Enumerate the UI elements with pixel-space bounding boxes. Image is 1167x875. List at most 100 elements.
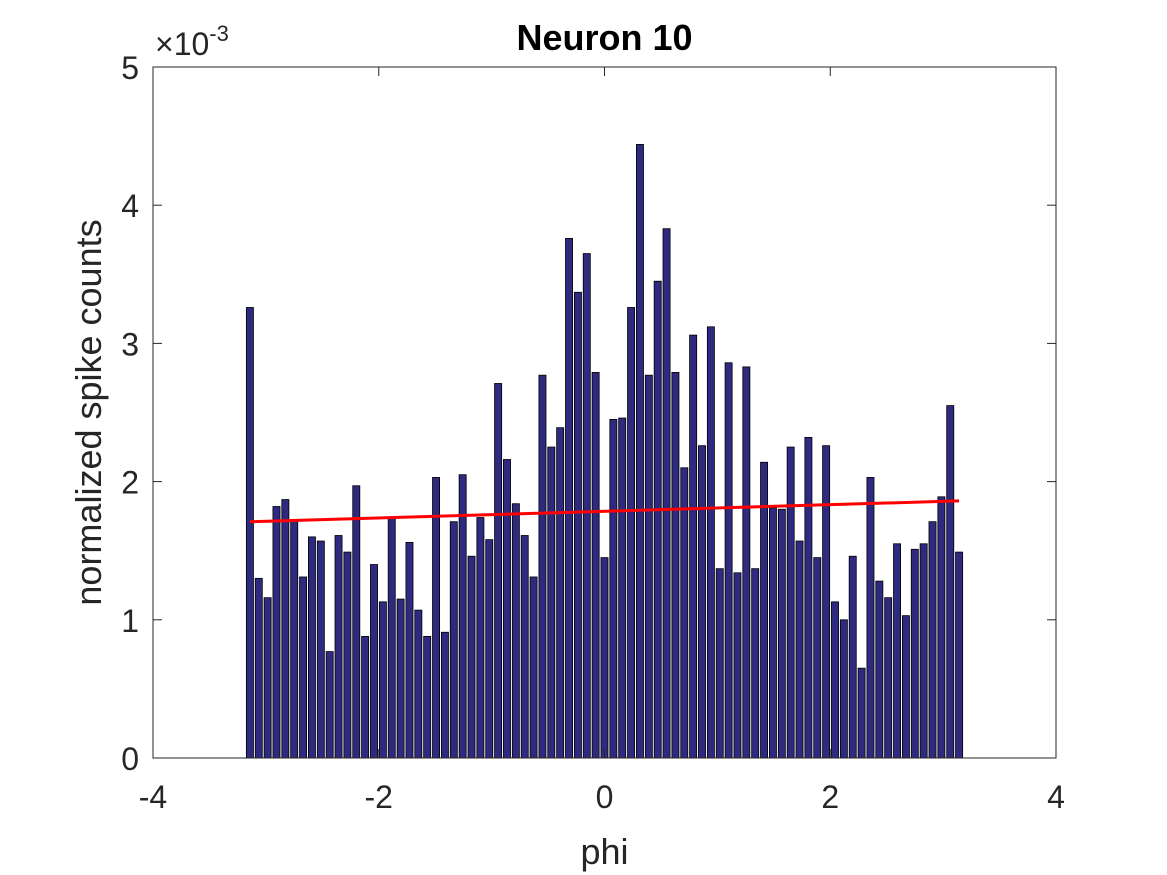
x-tick-label: 2 — [821, 779, 839, 815]
bar — [476, 517, 485, 759]
bar — [884, 597, 893, 759]
bar — [777, 508, 786, 759]
y-tick-label: 3 — [121, 326, 139, 362]
y-tick-label: 1 — [121, 603, 139, 639]
y-axis-exponent: ×10-3 — [155, 21, 229, 62]
x-tick-label: 4 — [1047, 779, 1065, 815]
bar — [768, 507, 777, 759]
bar — [361, 635, 370, 759]
bar — [680, 467, 689, 759]
bar — [698, 445, 706, 759]
bar — [662, 228, 671, 759]
bar — [440, 631, 449, 759]
bar — [653, 280, 662, 759]
bar — [848, 555, 857, 759]
bar — [795, 540, 804, 759]
bar — [334, 535, 343, 759]
bar — [609, 419, 618, 759]
bar — [352, 485, 361, 759]
bar — [449, 521, 458, 759]
bar — [573, 291, 582, 759]
bar — [937, 496, 946, 759]
axis-ticks — [152, 66, 1057, 759]
bar — [325, 651, 334, 759]
bar — [822, 445, 831, 759]
bar — [839, 619, 848, 759]
chart-title: Neuron 10 — [516, 17, 692, 58]
bar — [387, 517, 396, 759]
bar — [290, 519, 299, 759]
bar — [405, 542, 414, 759]
bar — [636, 143, 644, 759]
bar — [556, 427, 565, 759]
bar — [494, 383, 503, 759]
y-axis-exponent-base: ×10 — [155, 26, 209, 62]
bar — [875, 580, 884, 759]
bar — [751, 568, 760, 759]
y-tick-label: 4 — [121, 188, 139, 224]
bar — [946, 405, 955, 759]
x-tick-label: 0 — [596, 779, 614, 815]
bars — [245, 143, 964, 759]
x-tick-label: -4 — [139, 779, 167, 815]
x-tick-label: -2 — [365, 779, 393, 815]
bar — [263, 597, 272, 759]
bar — [857, 667, 866, 759]
bar — [742, 366, 751, 759]
bar — [467, 555, 476, 759]
bar — [565, 237, 573, 759]
x-tick-labels: -4 -2 0 2 4 — [139, 779, 1065, 815]
bar — [813, 557, 822, 759]
bar — [600, 557, 609, 759]
bar — [520, 535, 529, 759]
bar — [503, 459, 511, 759]
bar — [343, 551, 352, 759]
bar — [316, 540, 325, 759]
bar — [671, 372, 680, 759]
bar — [414, 609, 423, 759]
bar — [715, 568, 724, 759]
bar — [272, 506, 281, 759]
bar — [689, 334, 698, 759]
bar — [423, 635, 432, 759]
bar — [866, 477, 875, 759]
y-tick-labels: 0 1 2 3 4 5 — [121, 50, 139, 777]
bar — [955, 551, 964, 759]
bar — [378, 601, 387, 759]
bar — [591, 372, 600, 759]
bar — [432, 477, 441, 759]
bar — [529, 576, 538, 759]
bar — [582, 253, 591, 759]
bar — [618, 417, 627, 759]
bar — [281, 499, 290, 759]
bar — [910, 548, 919, 759]
bar — [370, 564, 378, 759]
bar — [901, 615, 910, 759]
bar — [485, 539, 494, 759]
bar — [511, 503, 520, 759]
bar — [547, 446, 556, 759]
bar — [706, 326, 715, 759]
bar — [928, 521, 937, 759]
y-tick-label: 2 — [121, 465, 139, 501]
y-tick-label: 5 — [121, 50, 139, 86]
y-tick-label: 0 — [121, 741, 139, 777]
bar — [786, 446, 795, 759]
bar — [538, 374, 547, 759]
bar — [644, 374, 653, 759]
bar — [627, 307, 636, 759]
bar — [804, 436, 813, 759]
y-axis-exponent-power: -3 — [209, 21, 229, 46]
bar — [254, 577, 263, 759]
bar — [299, 576, 308, 759]
y-axis-label: normalized spike counts — [68, 219, 109, 605]
bar — [724, 362, 733, 759]
bar — [893, 543, 902, 759]
bar — [458, 474, 467, 759]
bar — [307, 536, 316, 759]
fit-line — [249, 499, 960, 524]
bar — [919, 543, 928, 759]
bar — [245, 307, 254, 759]
bar — [396, 598, 405, 759]
bar — [733, 572, 742, 759]
